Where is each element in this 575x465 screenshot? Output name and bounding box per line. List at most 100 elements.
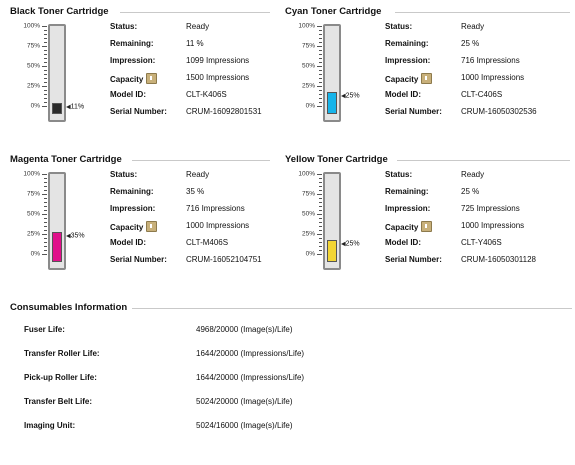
scale-tick-label: 0% [305,102,315,110]
gauge-tick [317,86,322,87]
impression-value: 1099 Impressions [186,56,250,65]
label-text: Status: [385,170,413,179]
gauge-ticks [317,24,322,120]
cartridge-title: Yellow Toner Cartridge [285,154,388,165]
serial-number-row: Serial Number: CRUM-16092801531 [110,107,310,123]
impression-value: 725 Impressions [461,204,520,213]
serial-number-row: Serial Number: CRUM-16050302536 [385,107,575,123]
gauge-tick [44,206,47,207]
toner-level-fill [327,92,337,114]
label-text: Remaining: [385,39,429,48]
gauge-tick [44,102,47,103]
gauge-tick [319,218,322,219]
gauge-tick [44,94,47,95]
gauge-tick [42,26,47,27]
consumable-label: Imaging Unit: [24,421,76,430]
remaining-label: Remaining: [110,187,154,196]
remaining-row: Remaining: 35 % [110,187,310,203]
gauge-tick [317,234,322,235]
info-book-icon[interactable] [146,73,158,84]
remaining-label: Remaining: [385,187,429,196]
status-label: Status: [110,22,137,31]
pointer-arrow-icon: ◀ [66,233,71,240]
info-book-icon[interactable] [421,221,433,232]
serial-number-label: Serial Number: [385,255,442,264]
toner-level-fill [52,232,62,262]
info-book-icon[interactable] [421,73,433,84]
gauge-tick [319,38,322,39]
model-id-row: Model ID: CLT-K406S [110,90,310,106]
gauge-tick [44,198,47,199]
info-book-icon[interactable] [146,221,158,232]
capacity-label: Capacity [385,221,433,232]
gauge-tick [319,202,322,203]
gauge-tick [44,62,47,63]
gauge-tick [44,242,47,243]
remaining-value: 11 % [186,39,204,48]
consumables-divider [132,308,572,309]
level-percent-label: 25% [345,92,360,100]
scale-tick-label: 25% [301,230,315,238]
capacity-label: Capacity [110,221,158,232]
model-id-row: Model ID: CLT-Y406S [385,238,575,254]
gauge-scale: 100% 75% 50% 25% 0% [10,171,40,272]
label-text: Status: [110,22,138,31]
impression-label: Impression: [110,204,155,213]
remaining-value: 35 % [186,187,205,196]
serial-number-label: Serial Number: [110,107,167,116]
scale-tick-label: 75% [301,42,315,50]
consumable-value: 1644/20000 (Impressions/Life) [196,373,305,382]
gauge-tick [319,222,322,223]
gauge-tick [44,218,47,219]
gauge-tick [319,70,322,71]
gauge-tick [44,250,47,251]
gauge-tick [44,246,47,247]
label-text: Remaining: [110,187,154,196]
gauge-tick [319,58,322,59]
gauge-tick [317,106,322,107]
gauge-tick [319,78,322,79]
level-percent-marker: ◀25% [341,241,360,248]
status-label: Status: [110,170,137,179]
consumable-label: Pick-up Roller Life: [24,373,97,382]
gauge-tick [319,94,322,95]
gauge-tick [44,58,47,59]
level-percent-marker: ◀11% [66,104,84,111]
gauge-tick [44,38,47,39]
cartridge-title: Black Toner Cartridge [10,6,109,17]
model-id-label: Model ID: [110,238,146,247]
label-text: Model ID: [385,238,421,247]
gauge-tick [319,238,322,239]
gauge-tick [319,102,322,103]
scale-tick-label: 100% [298,170,315,178]
gauge-tick [44,98,47,99]
model-id-value: CLT-Y406S [461,238,502,247]
gauge-tick [319,246,322,247]
impression-row: Impression: 1099 Impressions [110,56,310,72]
gauge-tick [319,54,322,55]
capacity-row: Capacity 1000 Impressions [385,221,575,237]
gauge-tick [42,46,47,47]
capacity-row: Capacity 1000 Impressions [385,73,575,89]
gauge-tick [319,190,322,191]
gauge-scale: 100% 75% 50% 25% 0% [10,23,40,124]
gauge-tick [44,210,47,211]
consumable-label: Transfer Roller Life: [24,349,100,358]
title-divider [120,12,270,13]
scale-tick-label: 25% [301,82,315,90]
model-id-label: Model ID: [385,238,421,247]
consumable-label: Fuser Life: [24,325,65,334]
label-text: Status: [385,22,413,31]
gauge-tick [317,174,322,175]
level-percent-marker: ◀35% [66,233,85,240]
title-divider [395,12,570,13]
serial-number-value: CRUM-16050301128 [461,255,537,264]
pointer-arrow-icon: ◀ [66,104,71,111]
label-text: Impression: [110,56,156,65]
black-toner-cartridge-panel: Black Toner Cartridge 100% 75% 50% 25% 0% ◀11%… [10,6,290,146]
scale-tick-label: 75% [26,42,40,50]
gauge-tick [317,214,322,215]
model-id-label: Model ID: [385,90,421,99]
toner-level-fill [52,103,62,114]
model-id-value: CLT-K406S [186,90,227,99]
